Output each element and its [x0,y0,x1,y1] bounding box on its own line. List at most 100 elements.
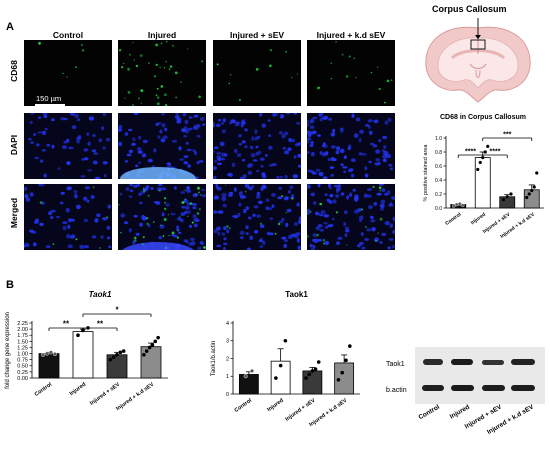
y-axis-label: fold change gene expression [5,312,11,389]
significance-label: **** [465,149,476,156]
row-header-dapi: DAPI [9,134,19,156]
data-point [150,343,155,347]
blot-band-actin-control [422,385,444,391]
x-tick-label-2: Injured + sEV [89,382,121,407]
data-point [115,352,119,357]
y-axis-label: % positive stained area [423,144,429,202]
data-point [283,338,288,343]
data-point [243,374,248,379]
blot-label-taok1: Taok1 [386,361,405,368]
data-point [478,160,482,165]
x-tick-label-0: Control [234,397,254,413]
x-tick-label-1: Injured [266,398,284,413]
micrograph-cd68-injured [118,40,206,106]
significance-label: **** [490,149,501,156]
scale-bar-label: 150 µm [36,94,62,103]
y-tick-label: 1.00 [17,351,28,357]
chart-cd68: 0.0 0.2 0.4 0.6 0.8 1.0 % positive stained are… [423,132,544,240]
y-tick-label: 0.50 [17,364,28,370]
data-point [509,192,513,196]
y-tick-label: 1.0 [435,136,442,142]
chart-a-title: CD68 in Corpus Callosum [440,114,526,121]
data-point [307,372,312,377]
data-point [41,352,46,357]
y-tick-label: 2 [226,356,229,362]
micrograph-dapi-injured-kd-sev [307,113,395,179]
data-point [454,202,459,207]
data-point [530,188,534,193]
data-point [505,195,509,199]
data-point [535,171,539,175]
data-point [45,351,50,356]
y-tick-label: 2.25 [17,321,28,327]
data-point [451,204,456,208]
data-point [274,376,278,380]
y-tick-label: 0.6 [435,164,442,170]
data-point [313,367,318,371]
micrograph-cd68-control [24,40,112,106]
data-point [250,368,255,373]
micrograph-dapi-control [24,113,112,179]
data-point [348,344,352,348]
y-tick-label: 2.00 [17,327,28,333]
blot-band-actin-kd [511,385,535,391]
brain-illustration [425,18,531,103]
chart-taok1-blot-quant: 0 1 2 3 4 Taok1/b.actin Taok1 Control Injured Inj… [211,290,360,428]
data-point [457,202,462,206]
blot-band-taok1-injured [451,359,473,365]
panel-b-letter: B [6,279,14,291]
data-point [304,376,308,380]
data-point [527,192,531,196]
bar-2 [302,370,323,395]
data-point [501,198,506,202]
data-point [532,185,536,189]
x-tick-label-1: Injured [69,382,87,397]
data-point [340,370,345,375]
data-point [108,357,113,362]
data-point [111,355,116,360]
y-tick-label: 0.25 [17,370,28,376]
micrograph-merged-injured-sev [213,184,301,250]
bar-0 [38,353,60,379]
bar-1 [72,331,94,379]
data-point [121,349,126,353]
bar-2 [499,196,516,209]
y-tick-label: 1.25 [17,345,28,351]
data-point [486,144,490,148]
y-tick-label: 0.8 [435,150,442,156]
y-tick-label: 1.75 [17,333,28,339]
western-blot [415,347,545,404]
data-point [316,360,321,364]
y-tick-label: 0.4 [435,178,442,184]
bar-1 [270,360,291,395]
y-tick-label: 0.00 [17,376,28,382]
x-tick-label-3: Injured + k.d sEV [115,382,155,413]
data-point [525,195,529,200]
significance-label: ** [63,320,70,329]
x-tick-label-0: Control [444,211,463,226]
data-point [156,335,160,340]
blot-lane-injured: Injured [449,404,471,421]
y-tick-label: 0.75 [17,358,28,364]
blot-label-bactin: b.actin [386,387,407,394]
y-axis-label: Taok1/b.actin [211,341,217,376]
blot-band-actin-injured [451,385,474,391]
significance-label: ** [97,320,104,329]
x-tick-label-2: Injured + sEV [284,398,316,423]
scale-bar [35,104,65,106]
chart-taok1-expression: 0.000.250.500.751.001.251.501.752.002.25… [5,290,168,413]
significance-label: *** [503,132,511,139]
y-tick-label: 4 [226,321,229,327]
data-point [344,358,348,363]
data-point [460,203,465,207]
significance-label: * [115,306,119,315]
bar-3 [140,346,162,379]
micrograph-cd68-injured-sev [213,40,301,106]
data-point [153,339,158,344]
row-header-cd68: CD68 [9,60,19,82]
micrograph-merged-injured-kd-sev [307,184,395,250]
y-tick-label: 1 [226,374,229,380]
micrograph-merged-control [24,184,112,250]
data-point [53,352,58,357]
blot-lane-labels: Control Injured Injured + sEV Injured + … [417,404,535,436]
